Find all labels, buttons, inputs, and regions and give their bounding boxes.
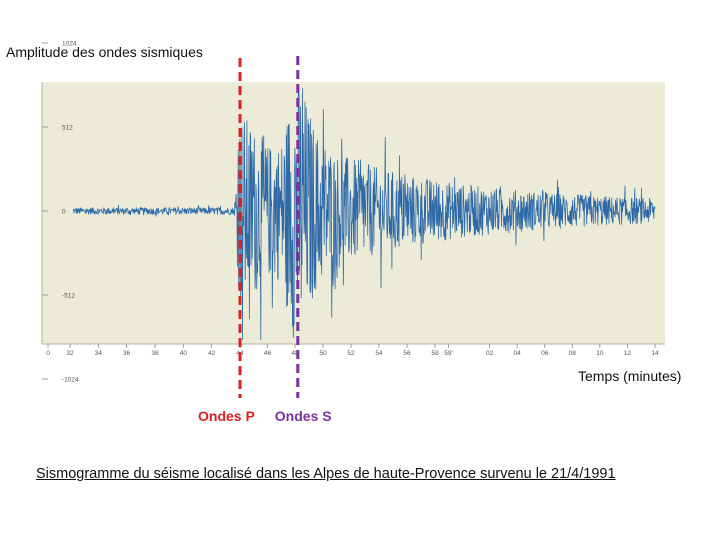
x-tick-label: 42: [208, 350, 216, 357]
x-tick-label: 36: [123, 350, 131, 357]
x-tick-label: 50: [319, 350, 327, 357]
x-tick-label: 10: [596, 350, 604, 357]
y-tick-label: -1024: [62, 377, 79, 384]
x-tick-label: 48: [291, 350, 299, 357]
y-tick-label: 1024: [62, 41, 77, 48]
x-tick-label: 38: [151, 350, 159, 357]
x-tick-label: 14: [651, 350, 659, 357]
y-tick-label: 0: [62, 209, 66, 216]
x-tick-label: 32: [66, 350, 74, 357]
x-tick-label: 04: [514, 350, 522, 357]
x-tick-group: 0323436384042444648505254565859'02040608…: [46, 344, 659, 357]
x-tick-label: 59': [444, 350, 452, 357]
s-wave-label: Ondes S: [274, 408, 332, 424]
x-tick-label: 08: [569, 350, 577, 357]
wave-marker-group: [238, 56, 300, 398]
seismic-trace-line: [72, 87, 656, 341]
p-wave-label: Ondes P: [198, 408, 255, 424]
x-tick-label: 56: [403, 350, 411, 357]
figure-caption: Sismogramme du séisme localisé dans les …: [36, 466, 616, 482]
x-axis-label: Temps (minutes): [578, 368, 682, 384]
y-tick-label: -512: [62, 293, 75, 300]
x-tick-label: 54: [375, 350, 383, 357]
x-tick-label: 40: [180, 350, 188, 357]
x-tick-label: 0: [46, 350, 50, 357]
x-tick-label: 02: [486, 350, 494, 357]
x-tick-label: 52: [347, 350, 355, 357]
x-tick-label: 12: [624, 350, 632, 357]
y-axis-label: Amplitude des ondes sismiques: [6, 44, 203, 60]
x-tick-label: 34: [95, 350, 103, 357]
y-tick-group: 1024 512 0 -512 -1024: [42, 41, 79, 384]
y-tick-label: 512: [62, 125, 73, 132]
x-tick-label: 06: [541, 350, 549, 357]
x-tick-label: 46: [264, 350, 272, 357]
x-tick-label: 58: [431, 350, 439, 357]
